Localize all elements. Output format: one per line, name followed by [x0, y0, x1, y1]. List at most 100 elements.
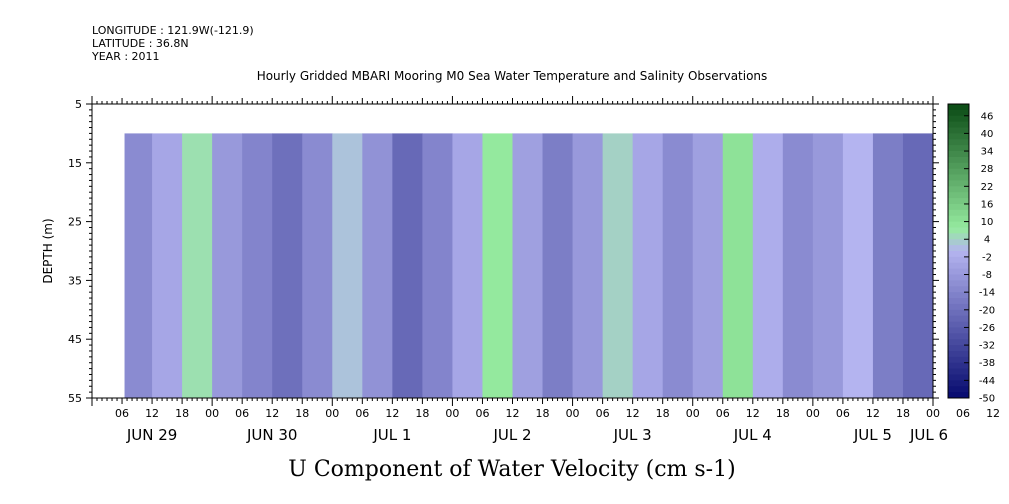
colorbar-label: 40 [981, 129, 994, 140]
heatmap-cell [602, 133, 634, 398]
x-hour-label: 12 [866, 407, 880, 420]
x-hour-label: 18 [415, 407, 429, 420]
chart-title: Hourly Gridded MBARI Mooring M0 Sea Wate… [257, 69, 768, 83]
y-tick-label: 35 [68, 274, 82, 287]
heatmap-cell [392, 133, 423, 398]
latitude-text: LATITUDE : 36.8N [92, 37, 189, 50]
colorbar-segment [948, 133, 969, 140]
colorbar-segment [948, 292, 969, 299]
colorbar-segment [948, 192, 969, 199]
colorbar-segment [948, 186, 969, 193]
colorbar-segment [948, 168, 969, 175]
colorbar-segment [948, 127, 969, 134]
colorbar-segment [948, 180, 969, 187]
colorbar-frame [947, 103, 970, 399]
heatmap-cell [302, 133, 333, 398]
heatmap-cell [902, 133, 934, 398]
heatmap-cell [272, 133, 303, 398]
colorbar-segment [948, 303, 969, 311]
colorbar-segment [948, 209, 969, 217]
colorbar-segment [948, 280, 969, 287]
x-day-label: JUL 2 [492, 426, 531, 444]
x-hour-label: 00 [806, 407, 820, 420]
colorbar-label: -44 [979, 376, 995, 387]
colorbar-segment [948, 380, 969, 387]
x-axis-label: U Component of Water Velocity (cm s-1) [288, 457, 735, 482]
colorbar-label: 46 [981, 111, 994, 122]
heatmap-cell [182, 133, 213, 398]
colorbar-segment [948, 345, 969, 352]
colorbar-label: -32 [979, 341, 995, 352]
colorbar-label: -20 [979, 305, 995, 316]
colorbar-label: 10 [981, 217, 994, 228]
x-hour-label: 12 [385, 407, 399, 420]
heatmap-cell [482, 133, 513, 398]
x-day-label: JUL 5 [853, 426, 892, 444]
colorbar-segment [948, 203, 969, 211]
colorbar-segment [948, 215, 969, 222]
colorbar-segment [948, 239, 969, 246]
heatmap-cell [872, 133, 904, 398]
heatmap-cell [152, 133, 183, 398]
x-hour-label: 06 [355, 407, 369, 420]
colorbar-segment [948, 151, 969, 158]
x-hour-label: 12 [145, 407, 159, 420]
colorbar-label: 16 [981, 199, 994, 210]
colorbar-label: -26 [979, 323, 995, 334]
colorbar-label: 4 [984, 235, 990, 246]
y-axis-label: DEPTH (m) [41, 218, 55, 283]
colorbar-segment [948, 286, 969, 293]
colorbar-segment [948, 333, 969, 340]
x-hour-label: 06 [716, 407, 730, 420]
x-hour-label: 00 [686, 407, 700, 420]
colorbar-segment [948, 227, 969, 234]
y-tick-label: 45 [68, 333, 82, 346]
colorbar-segment [948, 109, 969, 117]
colorbar-segment [948, 368, 969, 375]
colorbar-segment [948, 104, 969, 111]
colorbar-segment [948, 327, 969, 334]
colorbar-segment [948, 350, 969, 358]
x-hour-label: 00 [445, 407, 459, 420]
heatmap-cell [542, 133, 574, 398]
colorbar-label: 34 [981, 147, 994, 158]
y-axis: 5 15 25 35 45 55 [68, 98, 939, 405]
heatmap-cell [332, 133, 363, 398]
colorbar-label: 22 [981, 182, 994, 193]
heatmap-cell [752, 133, 784, 398]
heatmap-cell [782, 133, 814, 398]
x-day-label: JUN 29 [126, 426, 177, 444]
colorbar-segment [948, 374, 969, 381]
colorbar-segment [948, 356, 969, 364]
colorbar-label: -38 [979, 358, 995, 369]
colorbar-segment [948, 156, 969, 164]
x-hour-label: 00 [926, 407, 940, 420]
heatmap-cell [662, 133, 694, 398]
x-hour-label: 18 [295, 407, 309, 420]
heatmap-cell [692, 133, 724, 398]
heatmap-cell [124, 133, 153, 398]
x-hour-label: 12 [626, 407, 640, 420]
colorbar-segment [948, 174, 969, 181]
colorbar-segment [948, 362, 969, 369]
colorbar-segment [948, 268, 969, 275]
x-hour-label: 12 [986, 407, 1000, 420]
y-tick-label: 15 [68, 157, 82, 170]
x-hour-label: 00 [205, 407, 219, 420]
heatmap-cell [452, 133, 483, 398]
plot-area [91, 103, 934, 399]
heatmap-cell [632, 133, 664, 398]
colorbar: 46 40 34 28 22 16 10 4 -2 -8 -14 -20 -26 -32 -38 -44 -50 [947, 103, 995, 405]
colorbar-segment [948, 315, 969, 322]
y-tick-label: 55 [68, 392, 82, 405]
heatmap-cell [512, 133, 544, 398]
x-day-label: JUN 30 [246, 426, 297, 444]
colorbar-segment [948, 198, 969, 205]
x-day-label: JUL 3 [613, 426, 652, 444]
colorbar-segment [948, 386, 969, 393]
year-text: YEAR : 2011 [91, 50, 160, 63]
y-tick-label: 5 [75, 98, 82, 111]
x-hour-label: 18 [776, 407, 790, 420]
x-hour-label: 18 [536, 407, 550, 420]
heatmap-cell [362, 133, 393, 398]
